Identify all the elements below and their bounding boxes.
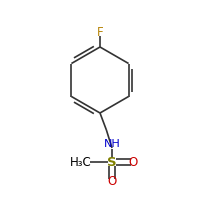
Text: S: S [107, 156, 117, 168]
Text: O: O [107, 175, 117, 188]
Text: NH: NH [104, 139, 120, 149]
Text: O: O [128, 156, 138, 168]
Text: H₃C: H₃C [70, 156, 92, 168]
Text: F: F [97, 26, 103, 39]
